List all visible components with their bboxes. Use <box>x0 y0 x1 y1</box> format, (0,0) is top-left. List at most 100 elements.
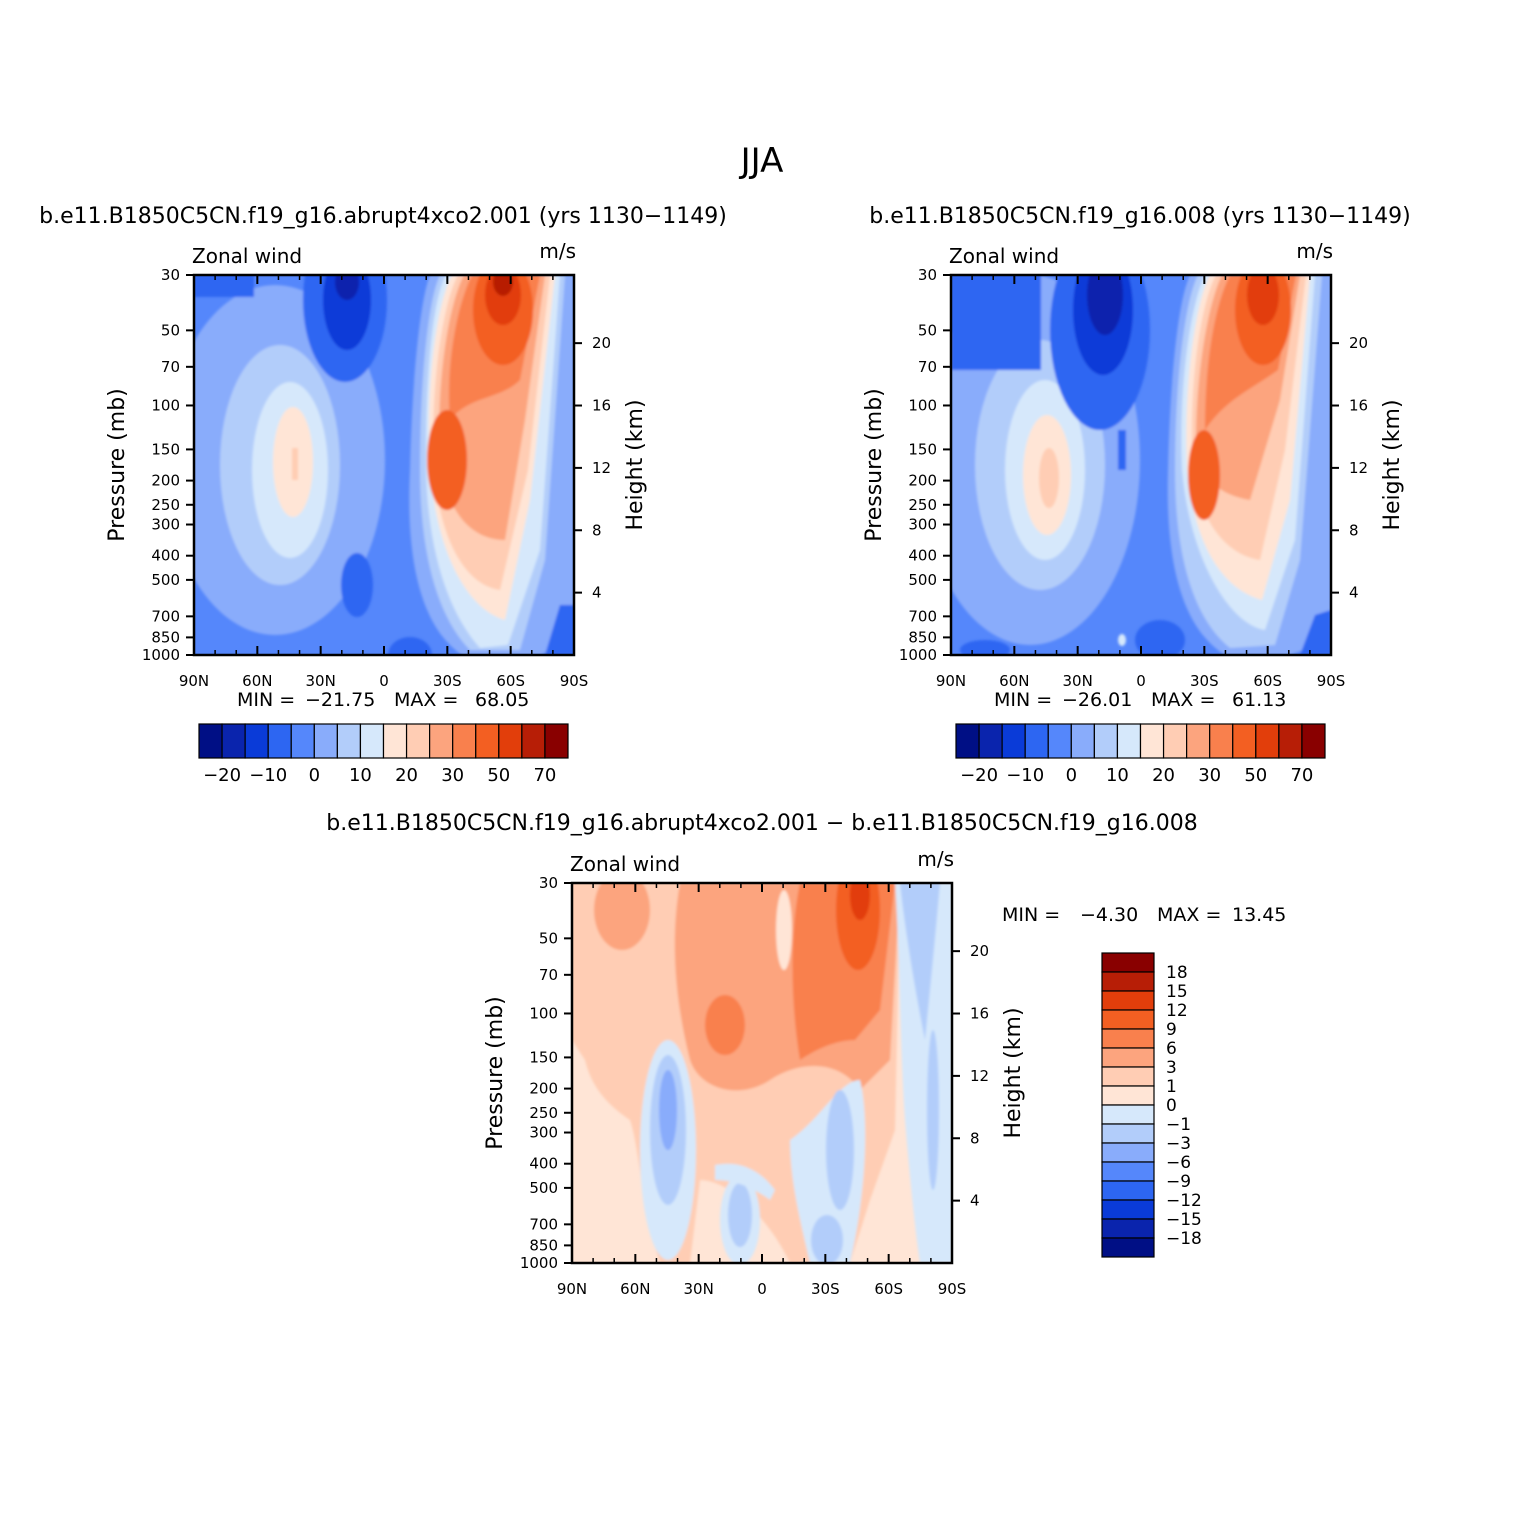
panel-diff-ytick-label: 30 <box>539 874 558 892</box>
panel-exp-ytick-label: 1000 <box>142 646 180 664</box>
panel-diff-xtick-label: 30N <box>684 1280 714 1298</box>
panel-diff-colorbar-label: 12 <box>1166 1001 1188 1021</box>
panel-ctrl-ytick-label: 500 <box>908 571 937 589</box>
panel-ctrl-ytick-label: 70 <box>918 358 937 376</box>
panel-ctrl-ytick-label: 850 <box>908 628 937 646</box>
panel-ctrl-colorbar: −20 −10 0 10 20 30 50 70 <box>955 723 1326 786</box>
panel-diff-colorbar-label: 6 <box>1166 1039 1177 1059</box>
panel-ctrl-colorbar-box <box>1001 723 1026 759</box>
panel-diff-xtick-label: 60N <box>620 1280 650 1298</box>
panel-exp-colorbar: −20 −10 0 10 20 30 50 70 <box>198 723 569 786</box>
panel-diff-max-value: 13.45 <box>1232 904 1286 926</box>
panel-ctrl-ytick-label: 400 <box>908 547 937 565</box>
panel-exp-colorbar-box <box>475 723 500 759</box>
panel-ctrl-xtick-label: 90N <box>936 672 966 690</box>
panel-exp-max-label: MAX = <box>394 689 458 711</box>
panel-diff-ytick-label: 300 <box>529 1124 558 1142</box>
panel-ctrl-ytick-label: 50 <box>918 321 937 339</box>
panel-exp-colorbar-label: 10 <box>349 765 372 786</box>
panel-exp-ytick-label: 300 <box>151 516 180 534</box>
panel-diff-min-value: −4.30 <box>1080 904 1138 926</box>
panel-ctrl-xtick-label: 60S <box>1253 672 1282 690</box>
panel-exp-colorbar-box <box>198 723 223 759</box>
panel-ctrl-xtick-label: 30N <box>1063 672 1093 690</box>
panel-ctrl-ytick-label: 30 <box>918 266 937 284</box>
panel-diff-colorbar-label: −15 <box>1166 1210 1202 1230</box>
panel-diff-colorbar-label: 3 <box>1166 1058 1177 1078</box>
panel-ctrl-field <box>951 275 1331 655</box>
panel-ctrl-colorbar-label: 70 <box>1290 765 1313 786</box>
panel-exp-y2tick-label: 20 <box>592 334 611 352</box>
panel-ctrl-colorbar-label: 10 <box>1106 765 1129 786</box>
panel-diff-xtick-label: 90N <box>557 1280 587 1298</box>
panel-exp-xtick-label: 0 <box>379 672 389 690</box>
panel-ctrl-min-label: MIN = <box>994 689 1052 711</box>
panel-exp-colorbar-box <box>498 723 523 759</box>
panel-ctrl-ytick-label: 700 <box>908 607 937 625</box>
panel-diff-colorbar-box <box>1101 1199 1155 1220</box>
panel-diff-variable: Zonal wind <box>570 852 680 876</box>
panel-ctrl-y2tick-label: 20 <box>1349 334 1368 352</box>
panel-diff-ytick-label: 850 <box>529 1236 558 1254</box>
panel-ctrl-colorbar-box <box>1209 723 1234 759</box>
panel-ctrl-y2tick-label: 4 <box>1349 584 1359 602</box>
panel-ctrl-y2tick-label: 12 <box>1349 459 1368 477</box>
panel-exp-colorbar-box <box>244 723 269 759</box>
panel-diff-y2tick-label: 20 <box>970 942 989 960</box>
panel-diff-colorbar-box <box>1101 971 1155 992</box>
panel-diff-colorbar-box <box>1101 990 1155 1011</box>
panel-diff-colorbar-label: 18 <box>1166 963 1188 983</box>
panel-exp-field <box>194 275 574 655</box>
panel-difference: b.e11.B1850C5CN.f19_g16.abrupt4xco2.001 … <box>326 811 1286 1298</box>
panel-ctrl-ytick-label: 1000 <box>899 646 937 664</box>
panel-diff-colorbar-label: −18 <box>1166 1229 1202 1249</box>
panel-diff-ytick-label: 500 <box>529 1179 558 1197</box>
panel-diff-ylabel: Pressure (mb) <box>483 996 508 1150</box>
panel-exp-title: b.e11.B1850C5CN.f19_g16.abrupt4xco2.001 … <box>39 204 727 229</box>
panel-diff-colorbar-box <box>1101 1085 1155 1106</box>
panel-exp-colorbar-box <box>221 723 246 759</box>
panel-ctrl-colorbar-box <box>1301 723 1326 759</box>
panel-diff-ytick-label: 100 <box>529 1004 558 1022</box>
panel-diff-y2label: Height (km) <box>1001 1007 1026 1138</box>
panel-exp-colorbar-label: 30 <box>441 765 464 786</box>
panel-diff-ytick-label: 400 <box>529 1155 558 1173</box>
panel-ctrl-colorbar-box <box>1255 723 1280 759</box>
panel-diff-colorbar-label: 15 <box>1166 982 1188 1002</box>
panel-ctrl-ytick-label: 100 <box>908 396 937 414</box>
panel-exp-colorbar-label: 50 <box>487 765 510 786</box>
panel-ctrl-colorbar-box <box>1232 723 1257 759</box>
panel-ctrl-ytick-label: 300 <box>908 516 937 534</box>
panel-ctrl-colorbar-label: 0 <box>1066 765 1077 786</box>
panel-exp-colorbar-box <box>405 723 431 759</box>
panel-experiment: b.e11.B1850C5CN.f19_g16.abrupt4xco2.001 … <box>39 204 727 786</box>
panel-ctrl-colorbar-box <box>1116 723 1142 759</box>
panel-exp-ytick-label: 500 <box>151 571 180 589</box>
panel-ctrl-colorbar-label: −10 <box>1006 765 1044 786</box>
panel-ctrl-ytick-label: 150 <box>908 440 937 458</box>
panel-diff-units: m/s <box>917 847 954 871</box>
panel-ctrl-variable: Zonal wind <box>949 244 1059 268</box>
panel-ctrl-y2tick-label: 16 <box>1349 397 1368 415</box>
panel-diff-ytick-label: 200 <box>529 1080 558 1098</box>
panel-exp-y2tick-label: 8 <box>592 521 602 539</box>
panel-diff-colorbar-label: −9 <box>1166 1172 1191 1192</box>
panel-diff-colorbar-box <box>1101 1047 1155 1068</box>
panel-ctrl-colorbar-label: 50 <box>1244 765 1267 786</box>
panel-exp-ytick-label: 250 <box>151 496 180 514</box>
panel-exp-ytick-label: 30 <box>161 266 180 284</box>
panel-ctrl-max-label: MAX = <box>1151 689 1215 711</box>
panel-diff-ytick-label: 150 <box>529 1048 558 1066</box>
panel-exp-colorbar-label: 0 <box>309 765 320 786</box>
panel-ctrl-colorbar-box <box>978 723 1003 759</box>
panel-exp-colorbar-label: −10 <box>249 765 287 786</box>
panel-diff-xtick-label: 30S <box>811 1280 840 1298</box>
panel-diff-colorbar-box <box>1101 1161 1155 1182</box>
panel-exp-colorbar-box <box>382 723 408 759</box>
panel-diff-colorbar-box <box>1101 1237 1155 1258</box>
panel-ctrl-xtick-label: 90S <box>1317 672 1346 690</box>
panel-ctrl-colorbar-box <box>955 723 980 759</box>
panel-exp-colorbar-label: 70 <box>533 765 556 786</box>
panel-exp-ytick-label: 100 <box>151 396 180 414</box>
